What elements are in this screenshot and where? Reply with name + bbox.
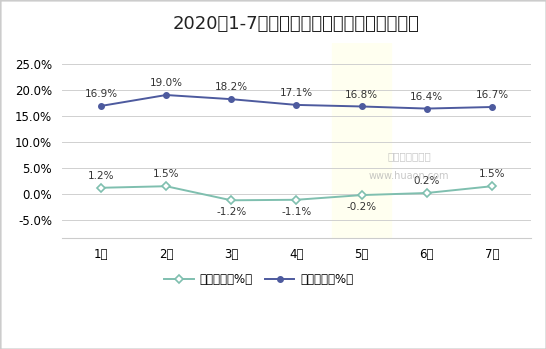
Text: -1.1%: -1.1% bbox=[281, 207, 312, 217]
Text: 17.1%: 17.1% bbox=[280, 88, 313, 98]
Legend: 环比增长（%）, 同比增长（%）: 环比增长（%）, 同比增长（%） bbox=[160, 269, 358, 291]
Text: -0.2%: -0.2% bbox=[347, 202, 377, 212]
Text: 1.5%: 1.5% bbox=[153, 169, 179, 179]
Text: 19.0%: 19.0% bbox=[150, 78, 182, 88]
Text: 18.2%: 18.2% bbox=[215, 82, 248, 92]
Bar bbox=[333, 43, 391, 238]
Text: 1.5%: 1.5% bbox=[479, 169, 505, 179]
Text: -1.2%: -1.2% bbox=[216, 207, 246, 217]
Text: 1.2%: 1.2% bbox=[88, 171, 114, 181]
Text: 16.8%: 16.8% bbox=[345, 90, 378, 99]
Text: 16.9%: 16.9% bbox=[85, 89, 117, 99]
Text: 16.4%: 16.4% bbox=[410, 92, 443, 102]
Text: 0.2%: 0.2% bbox=[413, 176, 440, 186]
Text: 华经产业研究院: 华经产业研究院 bbox=[387, 151, 431, 161]
Title: 2020年1-7月活牛（中等）集贸市场价格增速: 2020年1-7月活牛（中等）集贸市场价格增速 bbox=[173, 15, 420, 33]
Text: 16.7%: 16.7% bbox=[476, 90, 508, 100]
Text: www.huaon.com: www.huaon.com bbox=[369, 171, 449, 181]
